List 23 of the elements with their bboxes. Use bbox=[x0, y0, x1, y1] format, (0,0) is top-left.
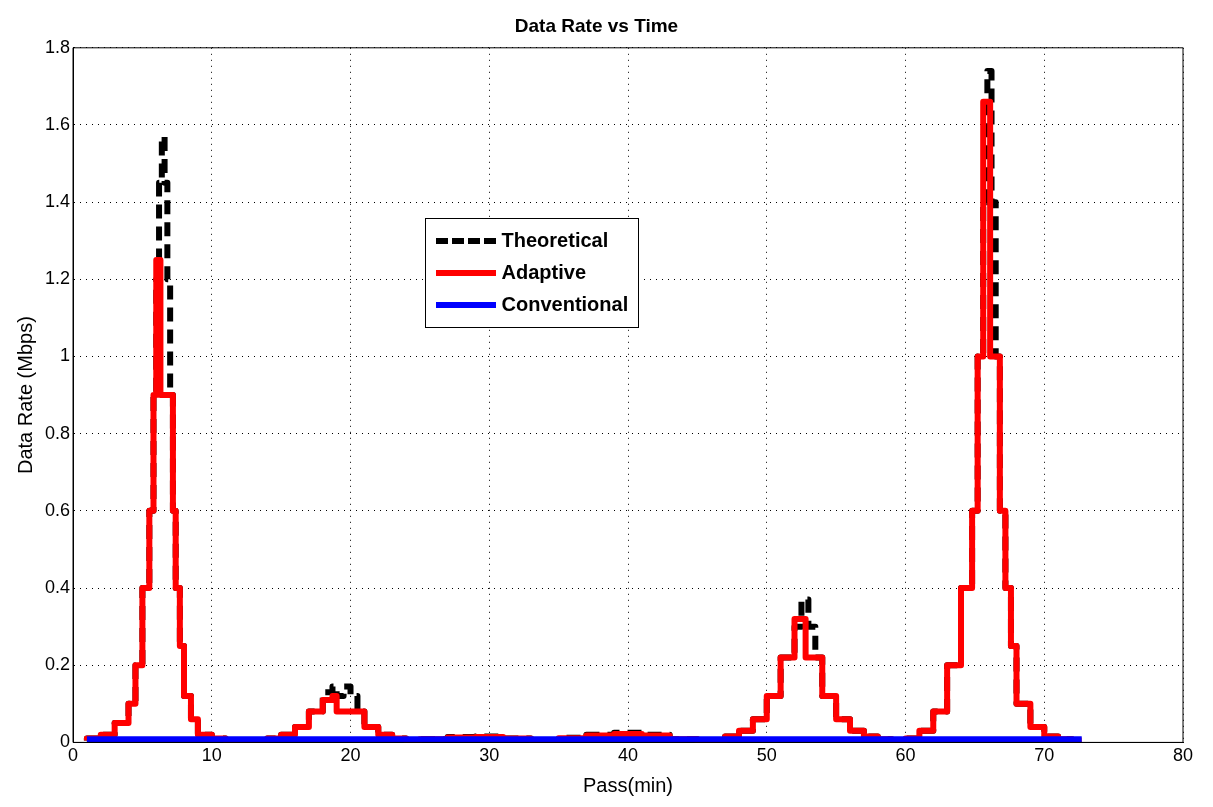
x-tick-label: 30 bbox=[479, 745, 500, 766]
x-axis-title: Pass(min) bbox=[583, 773, 674, 796]
y-axis-title: Data Rate (Mbps) bbox=[13, 316, 36, 475]
x-tick-label: 80 bbox=[1172, 745, 1194, 766]
x-tick-label: 60 bbox=[895, 745, 916, 766]
y-tick-label: 1 bbox=[60, 345, 71, 366]
y-tick-label: 0.6 bbox=[44, 499, 71, 520]
y-tick-label: 1.8 bbox=[44, 36, 71, 57]
y-tick-label: 0.8 bbox=[44, 422, 71, 443]
y-tick-label: 1.6 bbox=[44, 113, 71, 134]
legend-label: Conventional bbox=[501, 293, 629, 317]
x-tick-label: 20 bbox=[340, 745, 361, 766]
x-tick-label: 50 bbox=[756, 745, 777, 766]
legend-label: Theoretical bbox=[501, 229, 609, 253]
x-tick-label: 40 bbox=[618, 745, 639, 766]
y-tick-label: 0.2 bbox=[44, 654, 71, 675]
chart-title: Data Rate vs Time bbox=[514, 14, 679, 36]
y-tick-label: 0.4 bbox=[44, 577, 71, 598]
x-tick-label: 10 bbox=[201, 745, 222, 766]
x-tick-label: 70 bbox=[1034, 745, 1055, 766]
legend-label: Adaptive bbox=[501, 261, 587, 285]
y-tick-label: 1.2 bbox=[44, 268, 71, 289]
y-tick-label: 1.4 bbox=[44, 191, 71, 212]
